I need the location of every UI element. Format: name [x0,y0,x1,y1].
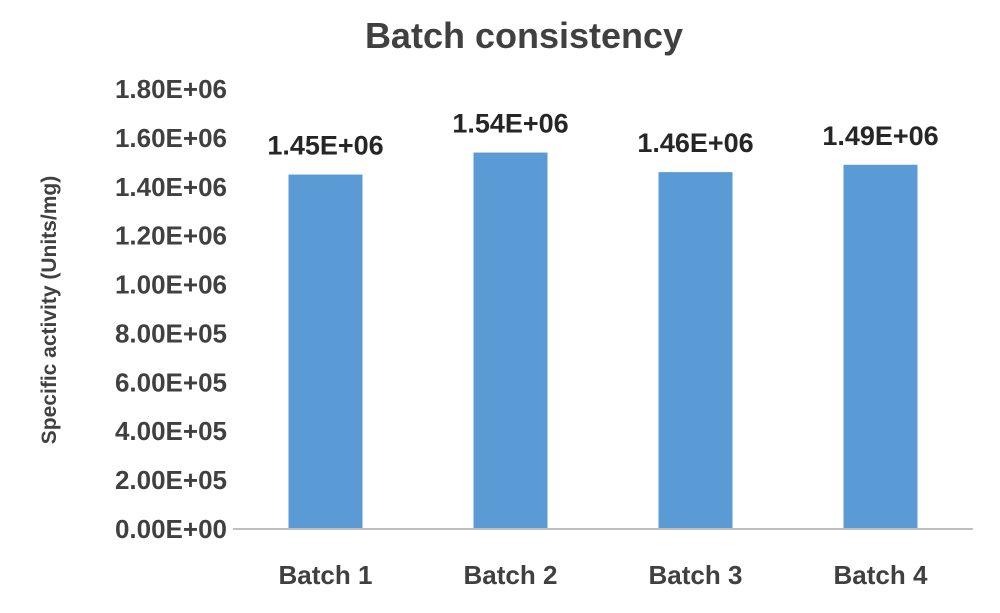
y-tick-label: 0.00E+00 [115,514,227,544]
y-tick-label: 1.60E+06 [115,123,227,153]
y-tick-label: 1.40E+06 [115,172,227,202]
bar-value-label: 1.45E+06 [267,131,383,161]
bar-3 [658,172,733,529]
bar-value-label: 1.49E+06 [822,121,938,151]
x-tick-label: Batch 3 [649,560,743,590]
x-tick-label: Batch 2 [464,560,558,590]
bars [288,152,918,530]
bar-1 [288,174,363,530]
y-tick-label: 8.00E+05 [115,318,227,348]
bar-2 [473,152,548,530]
x-axis-labels: Batch 1 Batch 2 Batch 3 Batch 4 [279,560,928,590]
x-tick-label: Batch 4 [834,560,928,590]
chart-title: Batch consistency [365,15,683,56]
y-tick-label: 1.80E+06 [115,74,227,104]
y-tick-label: 2.00E+05 [115,465,227,495]
bar-value-label: 1.54E+06 [452,109,568,139]
bar-value-label: 1.46E+06 [637,128,753,158]
x-tick-label: Batch 1 [279,560,373,590]
y-tick-label: 4.00E+05 [115,416,227,446]
y-tick-label: 1.00E+06 [115,270,227,300]
y-tick-label: 1.20E+06 [115,221,227,251]
value-labels: 1.45E+06 1.54E+06 1.46E+06 1.49E+06 [267,109,938,161]
y-axis-label: Specific activity (Units/mg) [38,176,61,444]
y-tick-label: 6.00E+05 [115,367,227,397]
bar-4 [843,164,918,529]
y-axis-ticks: 0.00E+00 2.00E+05 4.00E+05 6.00E+05 8.00E+05… [115,74,227,544]
